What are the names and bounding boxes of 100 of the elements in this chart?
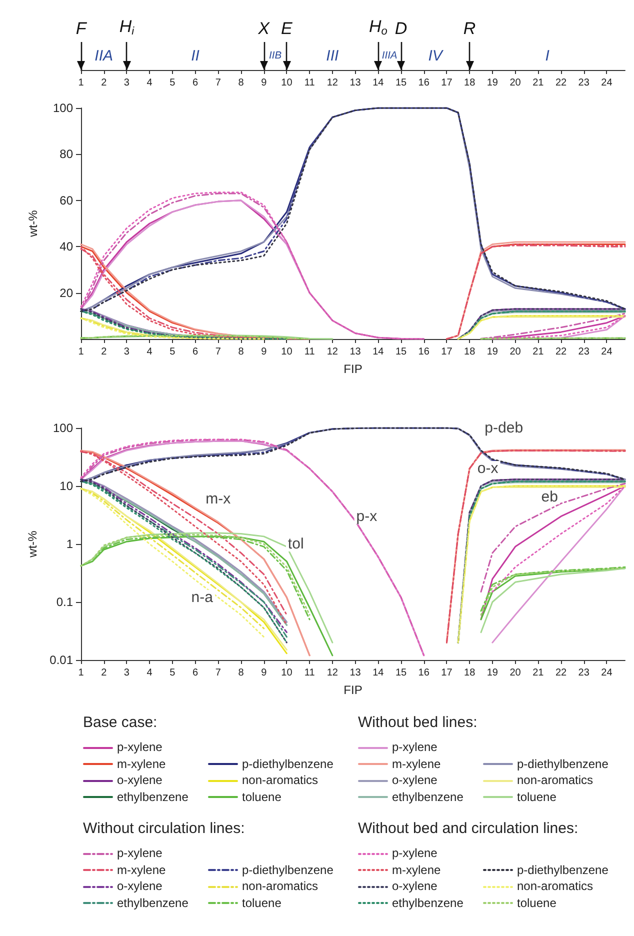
x-tick-label: 5: [170, 668, 176, 678]
x2-tick-label: 1: [78, 78, 84, 88]
text: IIB: [269, 50, 282, 62]
x-tick-label: 16: [418, 346, 430, 358]
x-tick-label: 13: [350, 346, 362, 358]
x2-tick-label: 11: [304, 78, 316, 88]
legend-label: ethylbenzene: [117, 896, 188, 910]
x-tick-label: 8: [238, 346, 244, 358]
x2-tick-label: 19: [486, 78, 498, 88]
text: IIIA: [382, 50, 398, 62]
y-tick-label: 0.01: [50, 653, 74, 667]
x-tick-label: 7: [215, 668, 222, 678]
x2-tick-label: 2: [101, 78, 108, 88]
x2-tick-label: 3: [124, 78, 130, 88]
text: Without circulation lines:: [83, 820, 245, 837]
legend-label: ethylbenzene: [392, 896, 464, 910]
x-tick-label: 6: [192, 668, 199, 678]
y-tick-label: 10: [60, 479, 74, 493]
x2-tick-label: 4: [146, 78, 153, 88]
legend-label: o-xylene: [117, 879, 162, 893]
text: Without bed and circulation lines:: [358, 820, 578, 837]
annotation: tol: [288, 536, 304, 552]
x-tick-label: 2: [101, 668, 108, 678]
x2-tick-label: 20: [510, 78, 522, 88]
legend-label: toluene: [242, 790, 282, 804]
x-tick-label: 24: [601, 346, 613, 358]
x2-tick-label: 14: [372, 78, 384, 88]
legend-label: o-xylene: [117, 773, 162, 787]
y-tick-label: 60: [60, 193, 74, 208]
legend-label: p-diethylbenzene: [242, 756, 334, 770]
y-tick-label: 40: [60, 240, 74, 254]
x-tick-label: 3: [124, 346, 130, 358]
legend-label: o-xylene: [392, 879, 438, 893]
x-tick-label: 4: [146, 346, 153, 358]
x-axis-title: FIP: [344, 683, 362, 697]
x-tick-label: 14: [372, 668, 384, 678]
y-tick-label: 100: [52, 421, 74, 435]
legend-label: non-aromatics: [517, 879, 594, 893]
x-tick-label: 23: [578, 668, 590, 678]
text: III: [326, 48, 339, 64]
x-tick-label: 3: [124, 668, 130, 678]
x2-tick-label: 7: [215, 78, 222, 88]
x-tick-label: 4: [146, 668, 153, 678]
x2-tick-label: 13: [350, 78, 362, 88]
x2-tick-label: 23: [578, 78, 590, 88]
x-tick-label: 8: [238, 668, 244, 678]
x-tick-label: 12: [326, 668, 338, 678]
x-tick-label: 20: [510, 668, 522, 678]
x-tick-label: 13: [350, 668, 362, 678]
legend-label: p-xylene: [392, 740, 438, 754]
x2-tick-label: 21: [532, 78, 544, 88]
x-tick-label: 1: [78, 668, 84, 678]
x2-tick-label: 17: [441, 78, 453, 88]
x-tick-label: 10: [281, 346, 293, 358]
x2-tick-label: 22: [555, 78, 567, 88]
legend-label: toluene: [242, 896, 282, 910]
x-tick-label: 5: [170, 346, 176, 358]
x2-tick-label: 18: [464, 78, 476, 88]
x2-tick-label: 6: [192, 78, 199, 88]
y-tick-label: 100: [52, 101, 74, 115]
x-tick-label: 24: [601, 668, 613, 678]
x2-tick-label: 12: [326, 78, 338, 88]
x2-tick-label: 10: [281, 78, 293, 88]
x-tick-label: 9: [261, 668, 268, 678]
x-tick-label: 6: [192, 346, 199, 358]
text: I: [545, 48, 550, 64]
legend-label: p-xylene: [117, 740, 162, 754]
y-axis-title: wt-%: [26, 530, 40, 558]
text: Base case:: [83, 714, 158, 731]
annotation: p-deb: [484, 420, 524, 436]
annotation: eb: [541, 488, 558, 506]
y-tick-label: 20: [60, 286, 74, 300]
x2-tick-label: 24: [601, 78, 613, 88]
x-tick-label: 22: [555, 346, 567, 358]
x-tick-label: 21: [532, 346, 544, 358]
legend-label: p-diethylbenzene: [517, 862, 608, 876]
x2-tick-label: 16: [418, 78, 430, 88]
legend-label: p-diethylbenzene: [242, 862, 334, 876]
annotation: n-a: [191, 588, 214, 606]
x-tick-label: 11: [304, 668, 316, 678]
x-axis-title: FIP: [344, 362, 362, 376]
x-tick-label: 18: [464, 668, 476, 678]
ref-line-label: X: [257, 19, 270, 38]
legend-label: ethylbenzene: [117, 790, 188, 804]
x-tick-label: 7: [215, 346, 222, 358]
legend-label: non-aromatics: [242, 773, 318, 787]
x-tick-label: 12: [326, 346, 338, 358]
legend-label: ethylbenzene: [392, 790, 464, 804]
legend-label: p-xylene: [117, 846, 162, 860]
x-tick-label: 21: [532, 668, 544, 678]
x-tick-label: 15: [395, 346, 407, 358]
x-tick-label: 20: [510, 346, 522, 358]
legend-label: non-aromatics: [242, 879, 318, 893]
text: IV: [428, 48, 444, 64]
legend-label: p-xylene: [392, 846, 438, 860]
legend-label: m-xylene: [392, 756, 441, 770]
y-tick-label: 0.1: [56, 595, 74, 609]
x-tick-label: 22: [555, 668, 567, 678]
y-tick-label: 1: [66, 537, 74, 551]
x-tick-label: 15: [395, 668, 407, 678]
